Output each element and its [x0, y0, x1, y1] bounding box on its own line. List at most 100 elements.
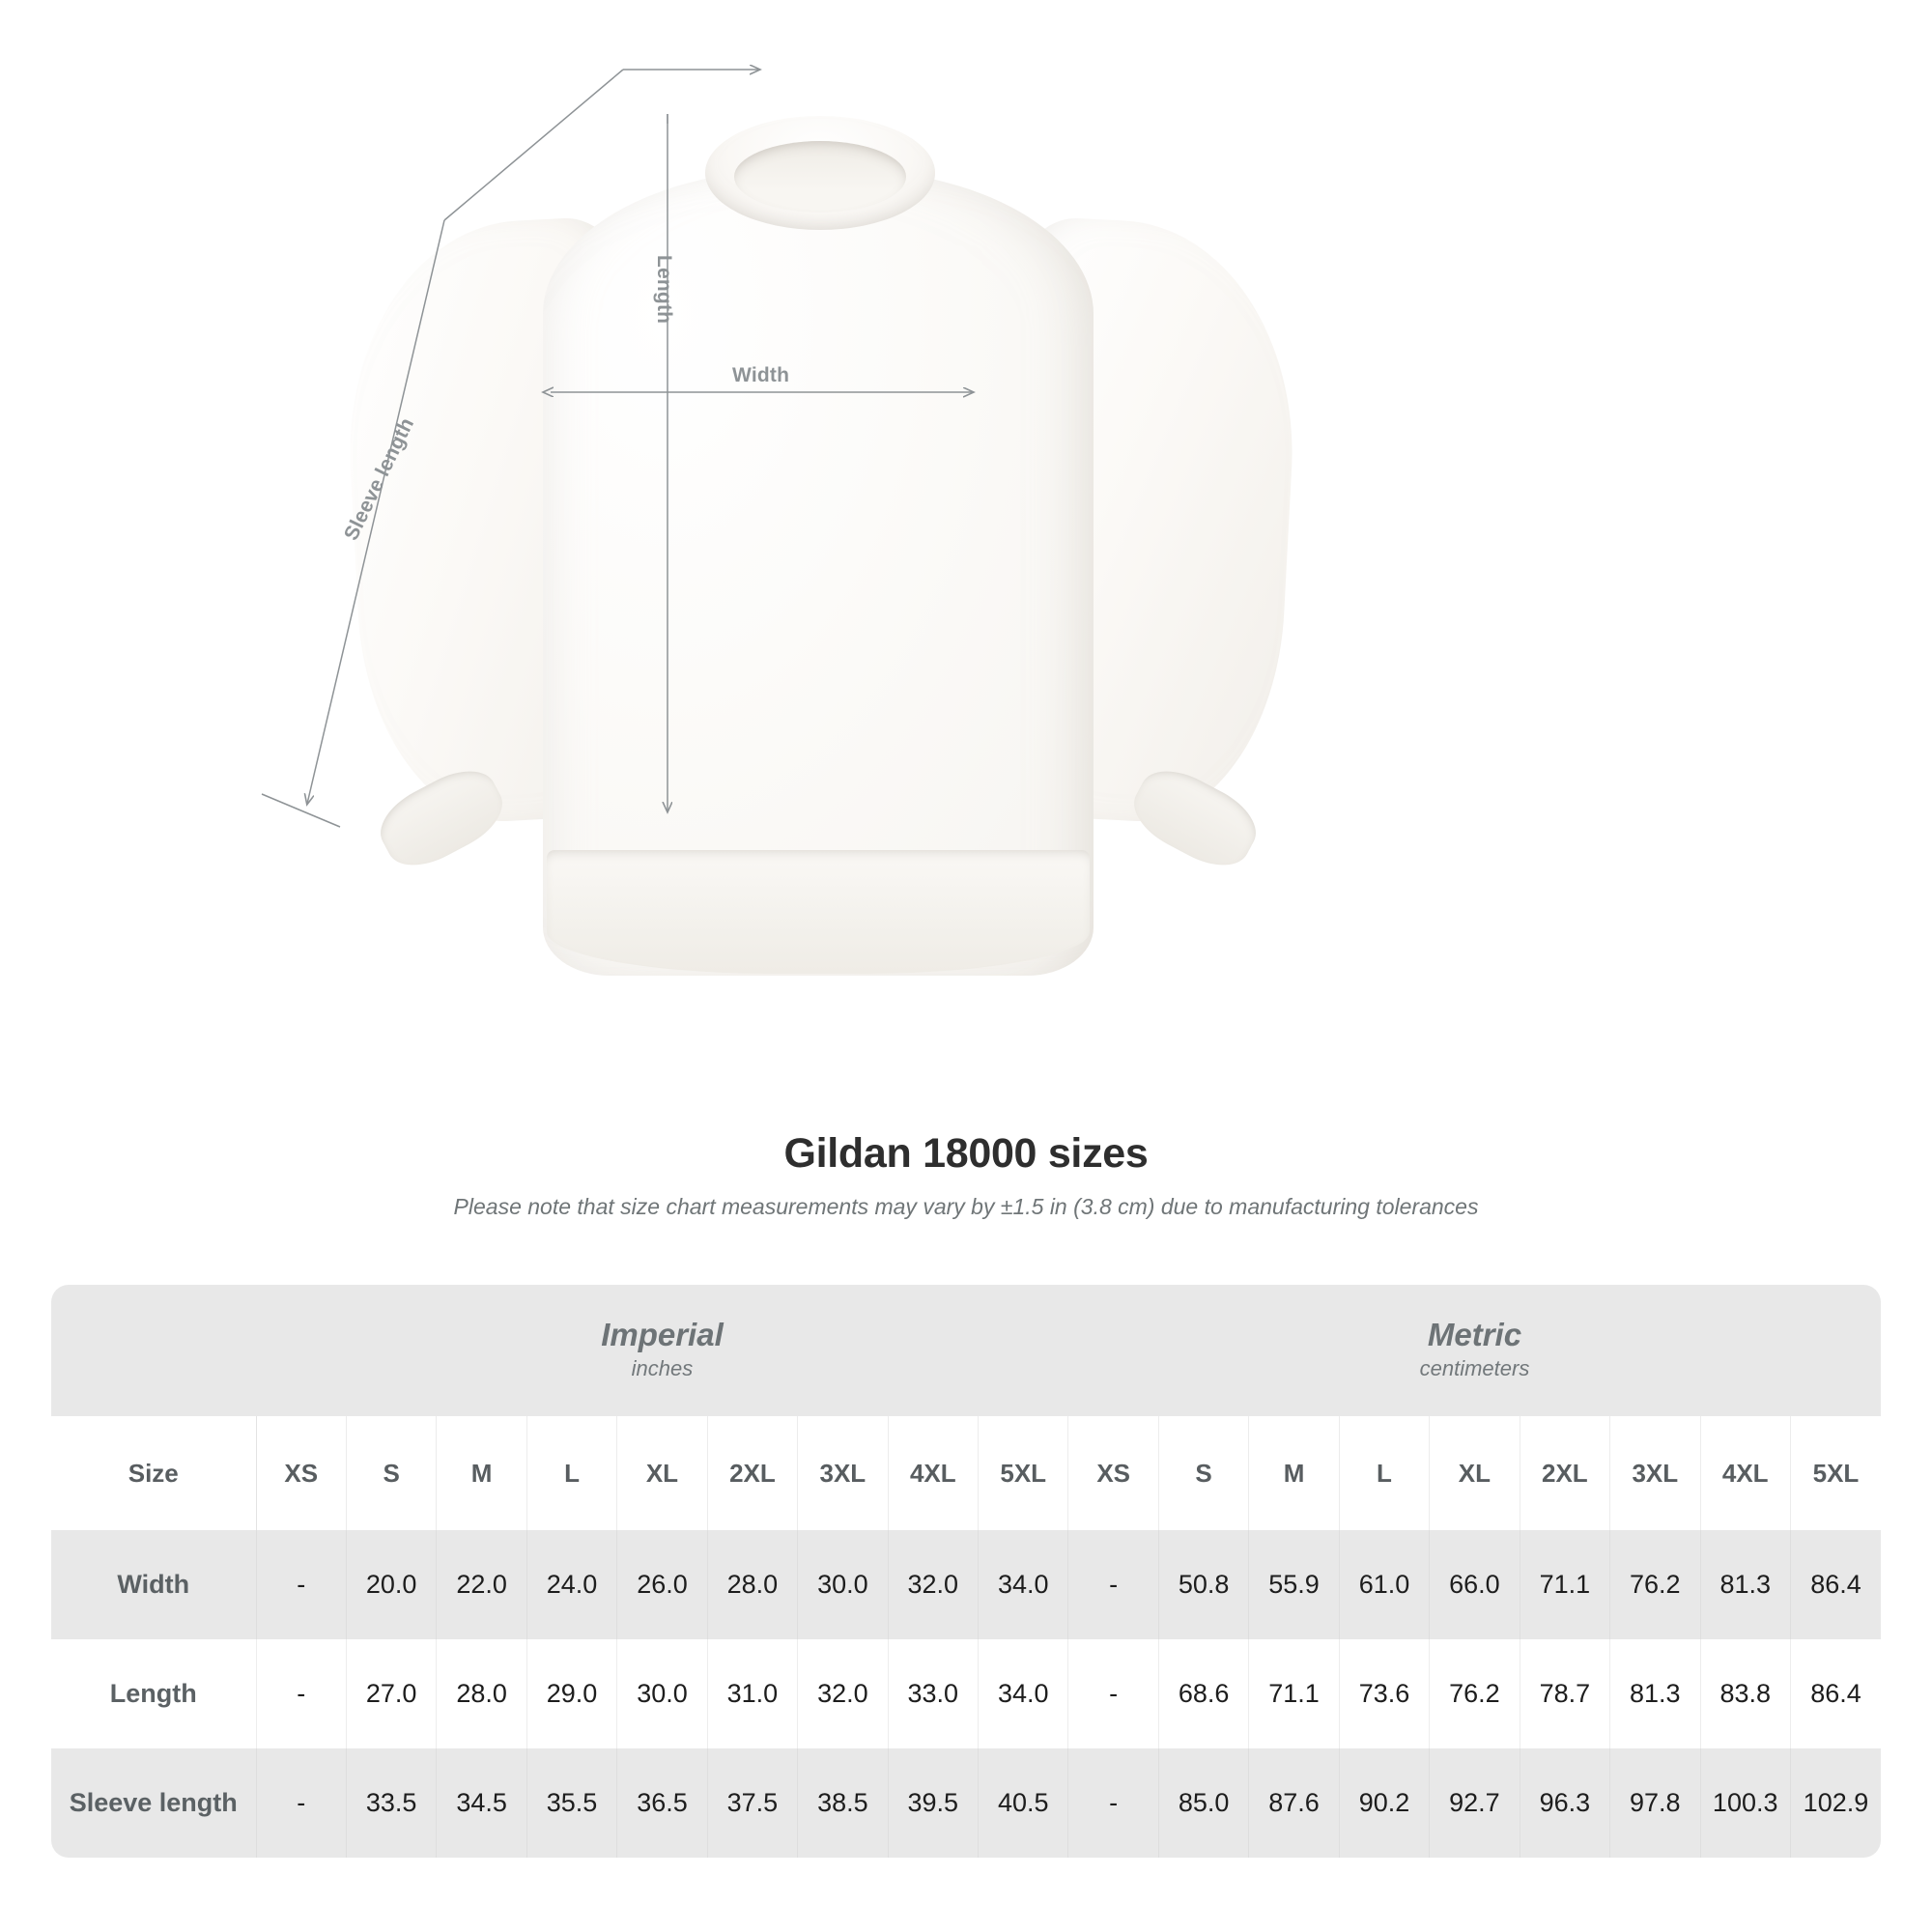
garment-diagram: Length Width Sleeve length [261, 65, 1314, 1043]
size-header-xs: XS [1067, 1416, 1159, 1530]
cell-length-imperial-4xl: 33.0 [888, 1639, 980, 1748]
cell-width-metric-xs: - [1067, 1530, 1159, 1639]
tolerance-note: Please note that size chart measurements… [453, 1194, 1479, 1219]
sweatshirt-illustration [319, 116, 1314, 1043]
size-header-m: M [1248, 1416, 1340, 1530]
row-label-length: Length [51, 1639, 257, 1748]
cell-length-imperial-2xl: 31.0 [707, 1639, 799, 1748]
unit-group-sub: inches [631, 1356, 694, 1381]
table-row: Sleeve length -33.5 34.5 35.5 36.5 37.5 38.5 39… [51, 1748, 1881, 1858]
unit-group-name: Imperial [601, 1316, 724, 1352]
cell-sleeve-length-metric-m: 87.6 [1248, 1748, 1340, 1858]
cell-sleeve-length-metric-4xl: 100.3 [1700, 1748, 1791, 1858]
cell-width-imperial-4xl: 32.0 [888, 1530, 980, 1639]
size-header-s: S [1158, 1416, 1250, 1530]
cell-width-imperial-l: 24.0 [526, 1530, 618, 1639]
width-label: Width [732, 364, 790, 386]
cell-sleeve-length-imperial-3xl: 38.5 [797, 1748, 889, 1858]
cell-width-imperial-m: 22.0 [436, 1530, 527, 1639]
size-header-4xl: 4XL [1700, 1416, 1791, 1530]
cell-sleeve-length-imperial-5xl: 40.5 [978, 1748, 1069, 1858]
cell-length-metric-s: 68.6 [1158, 1639, 1250, 1748]
cell-sleeve-length-metric-2xl: 96.3 [1520, 1748, 1611, 1858]
length-label: Length [653, 255, 675, 325]
size-header-5xl: 5XL [978, 1416, 1069, 1530]
unit-row-spacer [51, 1285, 256, 1416]
cell-width-metric-l: 61.0 [1339, 1530, 1431, 1639]
cell-width-imperial-s: 20.0 [346, 1530, 438, 1639]
size-header-row: Size XS S M L XL 2XL 3XL 4XL 5XL XS S M L XL 2XL 3XL 4XL 5… [51, 1416, 1881, 1530]
cell-sleeve-length-imperial-xl: 36.5 [616, 1748, 708, 1858]
cell-length-imperial-m: 28.0 [436, 1639, 527, 1748]
cell-length-imperial-xs: - [256, 1639, 347, 1748]
size-header-2xl: 2XL [707, 1416, 799, 1530]
cell-sleeve-length-metric-5xl: 102.9 [1790, 1748, 1881, 1858]
garment-hem [547, 850, 1090, 974]
size-header-m: M [436, 1416, 527, 1530]
size-header-2xl: 2XL [1520, 1416, 1611, 1530]
cell-sleeve-length-metric-xs: - [1067, 1748, 1159, 1858]
cell-width-metric-s: 50.8 [1158, 1530, 1250, 1639]
size-header-4xl: 4XL [888, 1416, 980, 1530]
cell-length-metric-3xl: 81.3 [1609, 1639, 1701, 1748]
size-header-3xl: 3XL [797, 1416, 889, 1530]
size-chart-table-container: Imperial inches Metric centimeters Size XS S M L… [51, 1285, 1881, 1858]
cell-width-metric-xl: 66.0 [1429, 1530, 1520, 1639]
garment-collar-inner [734, 141, 906, 213]
cell-length-metric-2xl: 78.7 [1520, 1639, 1611, 1748]
size-header-l: L [526, 1416, 618, 1530]
cell-width-metric-m: 55.9 [1248, 1530, 1340, 1639]
size-header-l: L [1339, 1416, 1431, 1530]
cell-length-metric-m: 71.1 [1248, 1639, 1340, 1748]
cell-length-imperial-l: 29.0 [526, 1639, 618, 1748]
cell-length-imperial-5xl: 34.0 [978, 1639, 1069, 1748]
cell-width-metric-5xl: 86.4 [1790, 1530, 1881, 1639]
cell-sleeve-length-imperial-l: 35.5 [526, 1748, 618, 1858]
unit-header-row: Imperial inches Metric centimeters [51, 1285, 1881, 1416]
cell-width-metric-3xl: 76.2 [1609, 1530, 1701, 1639]
garment-body [543, 169, 1094, 976]
size-header-s: S [346, 1416, 438, 1530]
cell-width-imperial-5xl: 34.0 [978, 1530, 1069, 1639]
unit-group-metric: Metric centimeters [1067, 1285, 1881, 1416]
cell-length-metric-l: 73.6 [1339, 1639, 1431, 1748]
cell-width-imperial-3xl: 30.0 [797, 1530, 889, 1639]
row-label-sleeve-length: Sleeve length [51, 1748, 257, 1858]
cell-width-imperial-xl: 26.0 [616, 1530, 708, 1639]
unit-group-sub: centimeters [1419, 1356, 1530, 1381]
cell-sleeve-length-imperial-m: 34.5 [436, 1748, 527, 1858]
cell-length-metric-5xl: 86.4 [1790, 1639, 1881, 1748]
title-block: Gildan 18000 sizes Please note that size… [0, 1130, 1932, 1220]
size-header-xl: XL [616, 1416, 708, 1530]
size-header-5xl: 5XL [1790, 1416, 1881, 1530]
cell-width-imperial-2xl: 28.0 [707, 1530, 799, 1639]
size-header-label: Size [51, 1416, 257, 1530]
cell-length-metric-xs: - [1067, 1639, 1159, 1748]
unit-group-name: Metric [1427, 1316, 1522, 1352]
cell-length-metric-xl: 76.2 [1429, 1639, 1520, 1748]
cell-sleeve-length-metric-s: 85.0 [1158, 1748, 1250, 1858]
cell-length-imperial-s: 27.0 [346, 1639, 438, 1748]
cell-sleeve-length-metric-l: 90.2 [1339, 1748, 1431, 1858]
cell-sleeve-length-imperial-s: 33.5 [346, 1748, 438, 1858]
row-label-width: Width [51, 1530, 257, 1639]
size-header-3xl: 3XL [1609, 1416, 1701, 1530]
table-row: Length -27.0 28.0 29.0 30.0 31.0 32.0 33.0 34.0-… [51, 1639, 1881, 1748]
cell-sleeve-length-imperial-4xl: 39.5 [888, 1748, 980, 1858]
size-chart-table: Imperial inches Metric centimeters Size XS S M L… [51, 1285, 1881, 1858]
unit-group-imperial: Imperial inches [256, 1285, 1068, 1416]
cell-length-imperial-xl: 30.0 [616, 1639, 708, 1748]
cell-length-imperial-3xl: 32.0 [797, 1639, 889, 1748]
table-row: Width -20.0 22.0 24.0 26.0 28.0 30.0 32.0 34.0-5… [51, 1530, 1881, 1639]
cell-length-metric-4xl: 83.8 [1700, 1639, 1791, 1748]
page-title: Gildan 18000 sizes [783, 1130, 1149, 1177]
size-header-xs: XS [256, 1416, 347, 1530]
size-header-xl: XL [1429, 1416, 1520, 1530]
cell-width-metric-4xl: 81.3 [1700, 1530, 1791, 1639]
cell-sleeve-length-imperial-2xl: 37.5 [707, 1748, 799, 1858]
cell-width-imperial-xs: - [256, 1530, 347, 1639]
cell-sleeve-length-metric-xl: 92.7 [1429, 1748, 1520, 1858]
cell-sleeve-length-imperial-xs: - [256, 1748, 347, 1858]
cell-width-metric-2xl: 71.1 [1520, 1530, 1611, 1639]
cell-sleeve-length-metric-3xl: 97.8 [1609, 1748, 1701, 1858]
